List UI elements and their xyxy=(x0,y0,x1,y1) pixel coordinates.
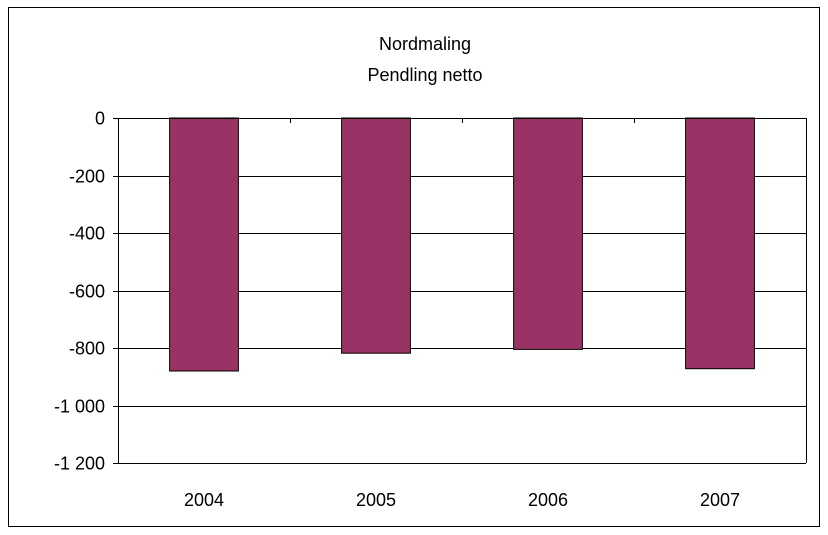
y-tick-labels: 0 -200 -400 -600 -800 -1 000 -1 200 xyxy=(54,109,105,474)
y-tick-label: -200 xyxy=(69,167,105,187)
bars xyxy=(169,117,755,372)
x-tick-label: 2006 xyxy=(528,490,568,510)
x-tick-label: 2004 xyxy=(184,490,224,510)
y-tick-label: -800 xyxy=(69,339,105,359)
bar-chart: Nordmaling Pendling netto 0 -200 -400 -600 -… xyxy=(54,34,807,510)
chart-area: Nordmaling Pendling netto 0 -200 -400 -600 -… xyxy=(8,7,820,527)
chart-subtitle: Pendling netto xyxy=(367,65,482,85)
y-tick-label: -1 200 xyxy=(54,454,105,474)
y-tick-label: 0 xyxy=(95,109,105,129)
y-tick-label: -600 xyxy=(69,282,105,302)
x-tick-labels: 2004 2005 2006 2007 xyxy=(184,490,740,510)
y-tick-label: -1 000 xyxy=(54,397,105,417)
bar xyxy=(169,117,239,372)
bar xyxy=(685,117,755,370)
bar xyxy=(341,117,411,354)
chart-title: Nordmaling xyxy=(379,34,471,54)
axes xyxy=(113,118,807,464)
x-tick-label: 2005 xyxy=(356,490,396,510)
y-tick-label: -400 xyxy=(69,224,105,244)
bar xyxy=(513,117,583,350)
x-tick-label: 2007 xyxy=(700,490,740,510)
